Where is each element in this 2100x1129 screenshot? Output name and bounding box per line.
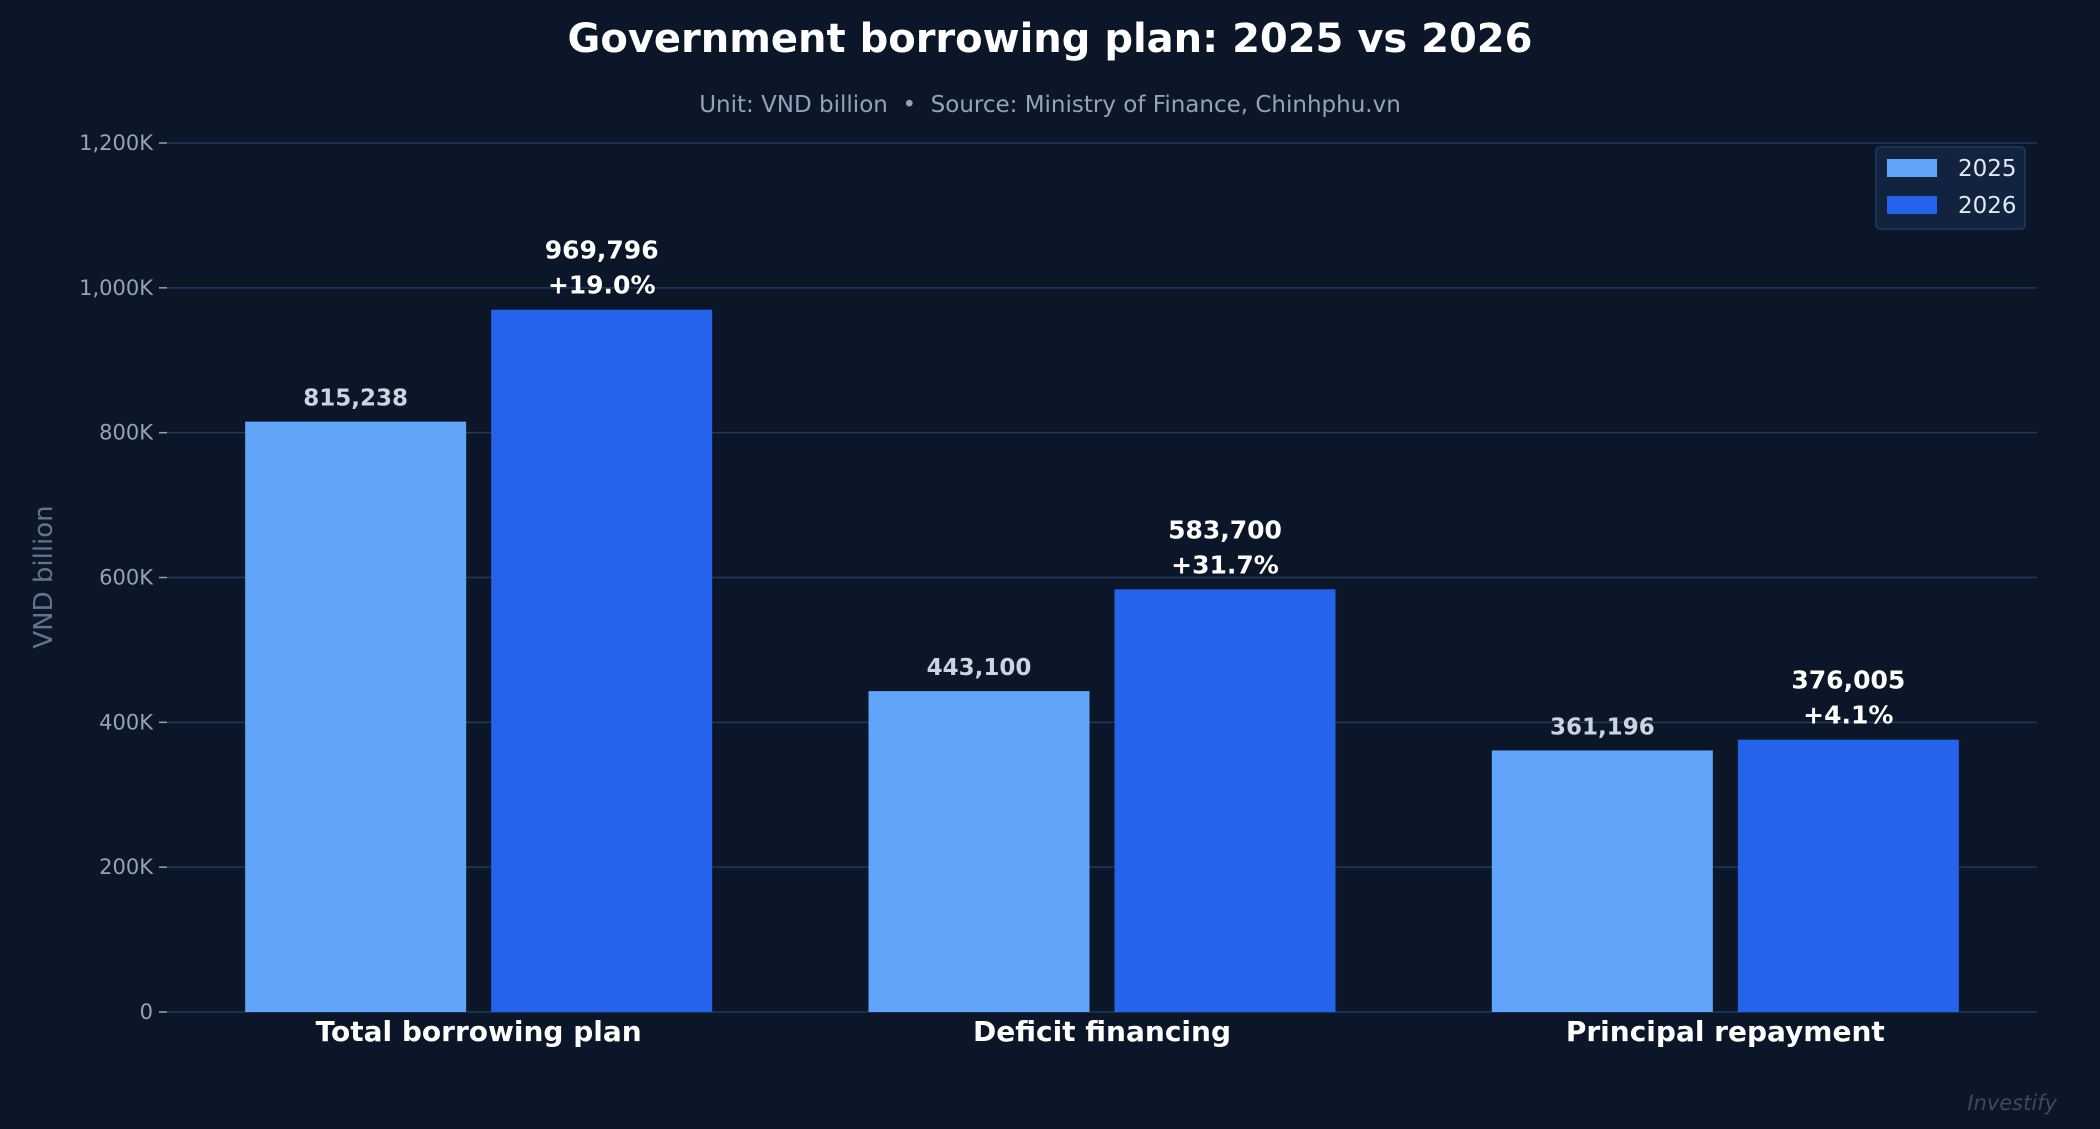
bar-2025 bbox=[245, 421, 467, 1012]
change-label: +31.7% bbox=[1171, 550, 1279, 579]
bar-2025 bbox=[868, 691, 1090, 1012]
legend-label: 2025 bbox=[1958, 156, 2017, 182]
legend: 2025 2026 bbox=[1875, 146, 2026, 230]
y-tick-label: 1,000K bbox=[79, 276, 154, 300]
y-tick-label: 800K bbox=[99, 421, 154, 445]
x-tick-label: Total borrowing plan bbox=[316, 1015, 642, 1048]
data-label: 361,196 bbox=[1550, 714, 1655, 740]
data-label: 969,796 bbox=[545, 236, 659, 265]
legend-swatch-2025 bbox=[1887, 159, 1937, 177]
y-tick-label: 600K bbox=[99, 566, 154, 590]
bar-2025 bbox=[1491, 750, 1713, 1012]
data-label: 376,005 bbox=[1791, 666, 1905, 695]
bar-2026 bbox=[1114, 589, 1336, 1012]
legend-label: 2026 bbox=[1958, 193, 2017, 219]
watermark: Investify bbox=[1967, 1091, 2057, 1115]
legend-swatch-2026 bbox=[1887, 196, 1937, 214]
y-tick-label: 400K bbox=[99, 710, 154, 734]
change-label: +19.0% bbox=[548, 271, 656, 300]
x-tick-label: Principal repayment bbox=[1566, 1015, 1885, 1048]
change-label: +4.1% bbox=[1803, 701, 1893, 730]
y-tick-label: 200K bbox=[99, 855, 154, 879]
data-label: 443,100 bbox=[927, 655, 1032, 681]
y-tick-label: 0 bbox=[140, 1000, 153, 1024]
chart-subtitle: Unit: VND billion • Source: Ministry of … bbox=[699, 92, 1401, 118]
y-axis-label: VND billion bbox=[29, 505, 59, 648]
bar-2026 bbox=[1737, 739, 1959, 1012]
data-label: 583,700 bbox=[1168, 515, 1282, 544]
y-tick-label: 1,200K bbox=[79, 131, 154, 155]
chart-title: Government borrowing plan: 2025 vs 2026 bbox=[568, 16, 1533, 62]
data-label: 815,238 bbox=[303, 386, 408, 412]
bar-2026 bbox=[491, 309, 713, 1012]
x-tick-label: Deficit financing bbox=[973, 1015, 1231, 1048]
